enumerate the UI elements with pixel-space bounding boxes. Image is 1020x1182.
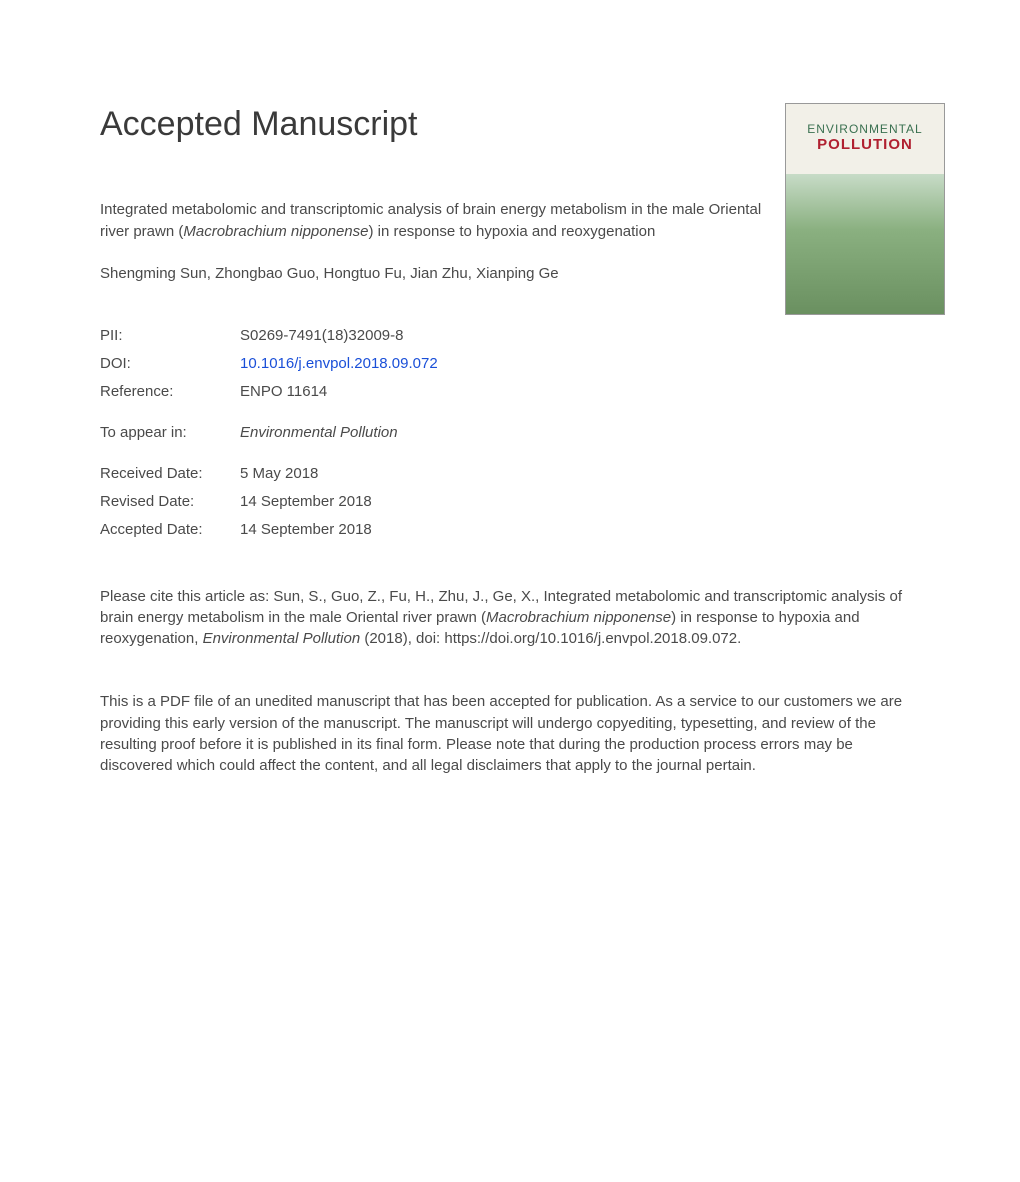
citation-text: Please cite this article as: Sun, S., Gu… xyxy=(100,586,925,650)
meta-row-received: Received Date: 5 May 2018 xyxy=(100,465,925,482)
reference-label: Reference: xyxy=(100,383,240,400)
pii-value: S0269-7491(18)32009-8 xyxy=(240,327,403,344)
meta-row-accepted: Accepted Date: 14 September 2018 xyxy=(100,521,925,538)
journal-cover: ENVIRONMENTAL POLLUTION xyxy=(785,103,945,315)
accepted-label: Accepted Date: xyxy=(100,521,240,538)
title-text-post: ) in response to hypoxia and reoxygenati… xyxy=(368,223,655,240)
journal-name-line1: ENVIRONMENTAL xyxy=(786,122,944,136)
meta-row-appear: To appear in: Environmental Pollution xyxy=(100,424,925,441)
disclaimer-text: This is a PDF file of an unedited manusc… xyxy=(100,691,925,776)
title-species: Macrobrachium nipponense xyxy=(183,223,368,240)
journal-cover-header: ENVIRONMENTAL POLLUTION xyxy=(786,104,944,174)
metadata-table: PII: S0269-7491(18)32009-8 DOI: 10.1016/… xyxy=(100,327,925,538)
doi-label: DOI: xyxy=(100,355,240,372)
article-title: Integrated metabolomic and transcriptomi… xyxy=(100,199,790,243)
received-value: 5 May 2018 xyxy=(240,465,318,482)
appear-label: To appear in: xyxy=(100,424,240,441)
meta-row-pii: PII: S0269-7491(18)32009-8 xyxy=(100,327,925,344)
pii-label: PII: xyxy=(100,327,240,344)
citation-post: (2018), doi: https://doi.org/10.1016/j.e… xyxy=(360,630,741,647)
revised-value: 14 September 2018 xyxy=(240,493,372,510)
reference-value: ENPO 11614 xyxy=(240,383,327,400)
citation-journal: Environmental Pollution xyxy=(203,630,361,647)
appear-value: Environmental Pollution xyxy=(240,424,398,441)
meta-row-reference: Reference: ENPO 11614 xyxy=(100,383,925,400)
revised-label: Revised Date: xyxy=(100,493,240,510)
citation-species: Macrobrachium nipponense xyxy=(486,609,671,626)
accepted-value: 14 September 2018 xyxy=(240,521,372,538)
received-label: Received Date: xyxy=(100,465,240,482)
doi-link[interactable]: 10.1016/j.envpol.2018.09.072 xyxy=(240,355,438,372)
meta-row-doi: DOI: 10.1016/j.envpol.2018.09.072 xyxy=(100,355,925,372)
meta-row-revised: Revised Date: 14 September 2018 xyxy=(100,493,925,510)
journal-name-line2: POLLUTION xyxy=(786,136,944,153)
